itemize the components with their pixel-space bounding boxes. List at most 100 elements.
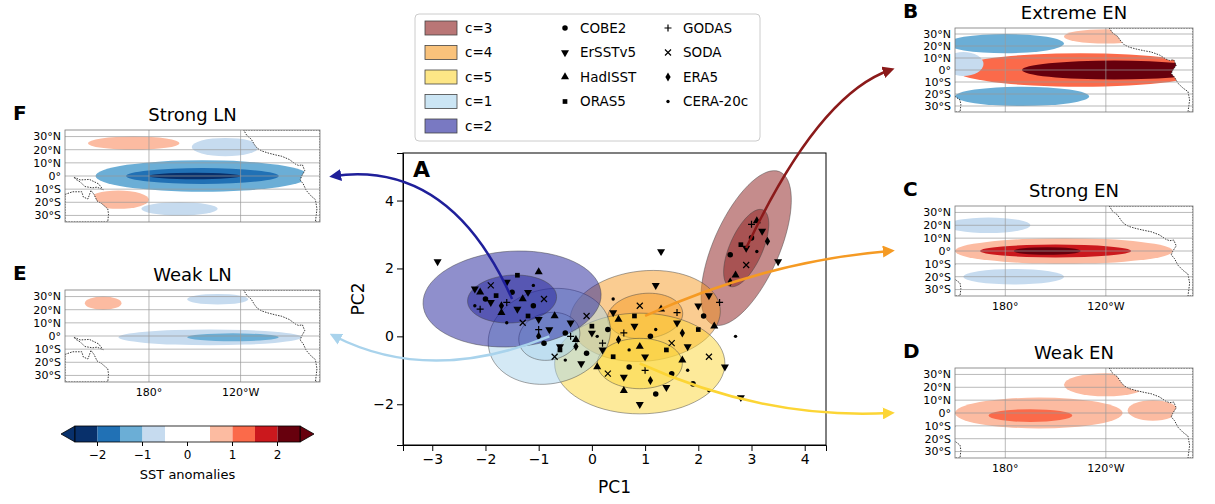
tick-label: −2	[476, 451, 497, 467]
tick-label: 1	[641, 451, 650, 467]
grid-line	[955, 400, 1193, 401]
data-point	[678, 355, 686, 362]
grid-line	[65, 136, 320, 137]
grid-line	[65, 215, 320, 216]
tick-label: −2	[373, 396, 394, 412]
sst-anomaly	[88, 137, 180, 150]
tick-label: 10°N	[923, 394, 951, 407]
data-point	[657, 249, 665, 256]
grid-line	[65, 176, 320, 177]
tick-label: 10°S	[925, 76, 951, 89]
legend-label: ORAS5	[580, 93, 626, 109]
legend-label: c=2	[465, 118, 492, 134]
data-point	[680, 328, 685, 337]
legend-label: c=3	[465, 20, 492, 36]
data-point	[519, 294, 527, 301]
map-title: Weak EN	[1034, 342, 1114, 363]
colorbar-level	[143, 426, 166, 442]
sst-anomaly	[187, 294, 248, 305]
sst-anomaly	[955, 87, 1089, 106]
legend-marker	[563, 99, 568, 104]
data-point	[696, 327, 701, 332]
data-point	[605, 327, 611, 333]
tick-label: 180°	[992, 462, 1019, 475]
tick-label: 0°	[49, 330, 62, 343]
data-point	[614, 315, 622, 322]
tick-label: 20°S	[925, 433, 951, 446]
sst-anomaly	[192, 138, 259, 156]
grid-line	[955, 276, 1193, 277]
grid-line	[65, 322, 320, 323]
data-point	[515, 273, 520, 278]
grid-line	[65, 375, 320, 376]
data-point	[765, 237, 770, 246]
grid-line	[65, 149, 320, 150]
tick-label: −2	[89, 448, 107, 462]
grid-line	[65, 296, 320, 297]
data-point	[732, 271, 740, 278]
colorbar-level	[210, 426, 233, 442]
grid-line	[65, 202, 320, 203]
coastline	[955, 427, 961, 458]
data-point	[684, 344, 692, 351]
tick: −2	[373, 396, 403, 412]
grid-line	[65, 362, 320, 363]
arrow	[334, 336, 549, 361]
tick: 2	[694, 445, 703, 467]
tick-mark	[397, 336, 403, 337]
panel-letter: D	[903, 339, 920, 363]
data-point	[673, 320, 681, 327]
colorbar-title: SST anomalies	[140, 467, 236, 482]
colorbar-frame	[75, 426, 300, 442]
data-point	[701, 313, 707, 319]
tick-label: 1	[229, 448, 237, 462]
data-point	[652, 283, 660, 290]
data-point	[532, 284, 535, 287]
tick-label: 0°	[939, 245, 952, 258]
tick-label: 10°N	[923, 52, 951, 65]
data-point	[531, 303, 537, 309]
data-point	[626, 364, 632, 370]
data-point	[584, 351, 590, 357]
tick-label: 20°N	[33, 304, 61, 317]
sst-anomaly	[955, 52, 983, 76]
grid-line	[955, 82, 1193, 83]
tick-label: 10°S	[925, 420, 951, 433]
tick-label: 2	[274, 448, 282, 462]
data-point	[487, 300, 495, 307]
tick-label: −1	[529, 451, 550, 467]
grid-line	[65, 189, 320, 190]
map-title: Strong EN	[1029, 180, 1119, 201]
grid-line	[955, 374, 1193, 375]
tick: −1	[529, 445, 550, 467]
arrow	[640, 364, 890, 414]
tick-label: 20°N	[33, 144, 61, 157]
legend-marker	[562, 25, 568, 31]
data-point	[662, 385, 670, 392]
data-point	[473, 304, 476, 307]
data-point	[611, 297, 614, 300]
map-panel: 30°S20°S10°S0°10°N20°N30°NStrong LNF	[13, 101, 320, 222]
arrow	[645, 251, 890, 316]
legend-box	[415, 14, 760, 141]
tick-label: 20°S	[925, 271, 951, 284]
legend-marker	[561, 72, 569, 79]
data-point	[739, 242, 744, 247]
grid-line	[65, 336, 320, 337]
map-area	[65, 290, 320, 382]
tick-label: 20°N	[923, 381, 951, 394]
sst-anomaly	[187, 333, 279, 341]
data-point	[584, 313, 590, 319]
data-point	[564, 358, 567, 361]
grid-line	[955, 46, 1193, 47]
tick-label: 30°S	[925, 283, 951, 296]
data-point	[593, 362, 601, 369]
data-point	[648, 334, 654, 340]
grid-line	[955, 212, 1193, 213]
legend-label: ErSSTv5	[580, 44, 636, 60]
data-point	[526, 314, 531, 319]
tick-label: 20°S	[35, 196, 61, 209]
legend-swatch	[425, 95, 457, 109]
map-title: Extreme EN	[1021, 2, 1127, 23]
grid-line	[65, 349, 320, 350]
